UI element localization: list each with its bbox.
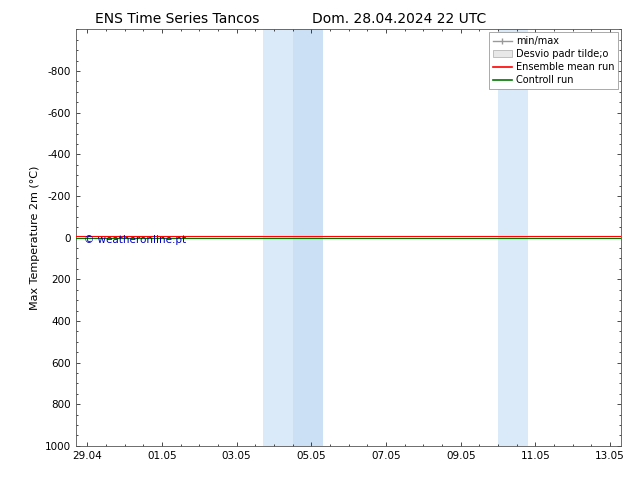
Text: Dom. 28.04.2024 22 UTC: Dom. 28.04.2024 22 UTC [313, 12, 486, 26]
Bar [293, 29, 323, 446]
Bar [263, 29, 293, 446]
Y-axis label: Max Temperature 2m (°C): Max Temperature 2m (°C) [30, 166, 39, 310]
Text: ENS Time Series Tancos: ENS Time Series Tancos [95, 12, 260, 26]
Legend: min/max, Desvio padr tilde;o, Ensemble mean run, Controll run: min/max, Desvio padr tilde;o, Ensemble m… [489, 32, 618, 89]
Bar [498, 29, 528, 446]
Text: © weatheronline.pt: © weatheronline.pt [84, 235, 186, 245]
